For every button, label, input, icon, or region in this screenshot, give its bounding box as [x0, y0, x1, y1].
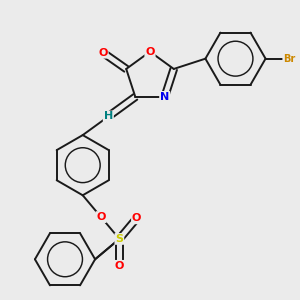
Text: O: O — [145, 47, 155, 57]
Text: S: S — [116, 234, 123, 244]
Text: N: N — [160, 92, 169, 102]
Text: H: H — [104, 112, 113, 122]
Text: O: O — [115, 261, 124, 271]
Text: O: O — [96, 212, 106, 222]
Text: O: O — [98, 48, 108, 58]
Text: Br: Br — [283, 54, 296, 64]
Text: O: O — [132, 213, 141, 223]
